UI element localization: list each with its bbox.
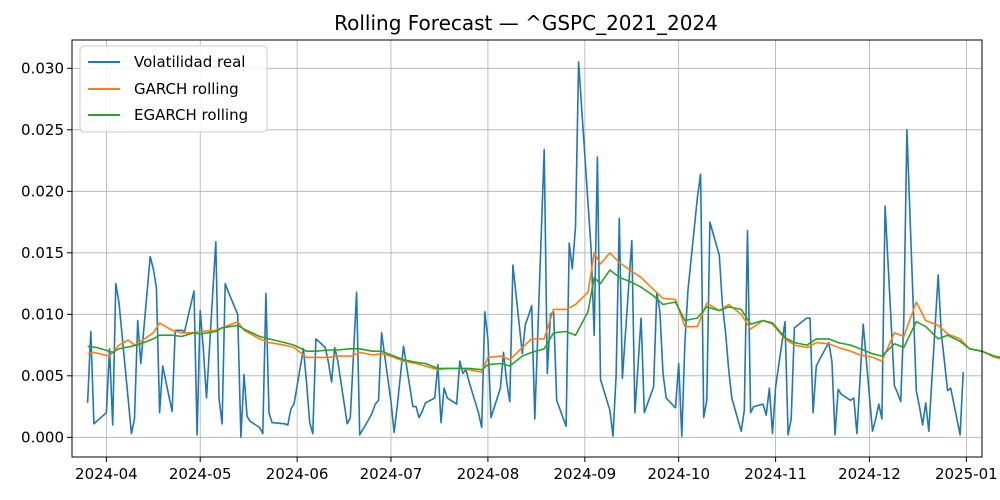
x-tick-label: 2025-01 — [935, 465, 998, 483]
series-line-egarch-rolling — [87, 269, 1000, 371]
x-tick-label: 2024-04 — [75, 465, 138, 483]
y-tick-label: 0.010 — [21, 305, 64, 323]
x-tick-label: 2024-08 — [457, 465, 520, 483]
y-tick-label: 0.005 — [21, 367, 64, 385]
y-tick-label: 0.025 — [21, 121, 64, 139]
y-tick-label: 0.030 — [21, 59, 64, 77]
legend: Volatilidad real GARCH rolling EGARCH ro… — [79, 45, 268, 133]
legend-label-volatilidad-real: Volatilidad real — [134, 53, 245, 71]
legend-label-garch-rolling: GARCH rolling — [134, 80, 239, 98]
x-tick-label: 2024-11 — [744, 465, 807, 483]
series-line-volatilidad-real — [86, 61, 964, 439]
x-tick-label: 2024-10 — [647, 465, 710, 483]
axes: 2024-04 2024-05 2024-06 2024-07 2024-08 2024-… — [21, 59, 998, 483]
y-tick-label: 0.020 — [21, 182, 64, 200]
chart-title: Rolling Forecast — ^GSPC_2021_2024 — [334, 11, 718, 35]
series-layer — [86, 61, 1000, 439]
x-tick-label: 2024-05 — [169, 465, 232, 483]
legend-label-egarch-rolling: EGARCH rolling — [134, 106, 248, 124]
x-tick-label: 2024-12 — [838, 465, 901, 483]
legend-box — [79, 45, 268, 133]
plot-frame — [71, 39, 983, 458]
x-tick-label: 2024-06 — [266, 465, 329, 483]
x-tick-label: 2024-09 — [554, 465, 617, 483]
x-tick-label: 2024-07 — [360, 465, 423, 483]
y-tick-label: 0.000 — [21, 428, 64, 446]
y-tick-label: 0.015 — [21, 244, 64, 262]
